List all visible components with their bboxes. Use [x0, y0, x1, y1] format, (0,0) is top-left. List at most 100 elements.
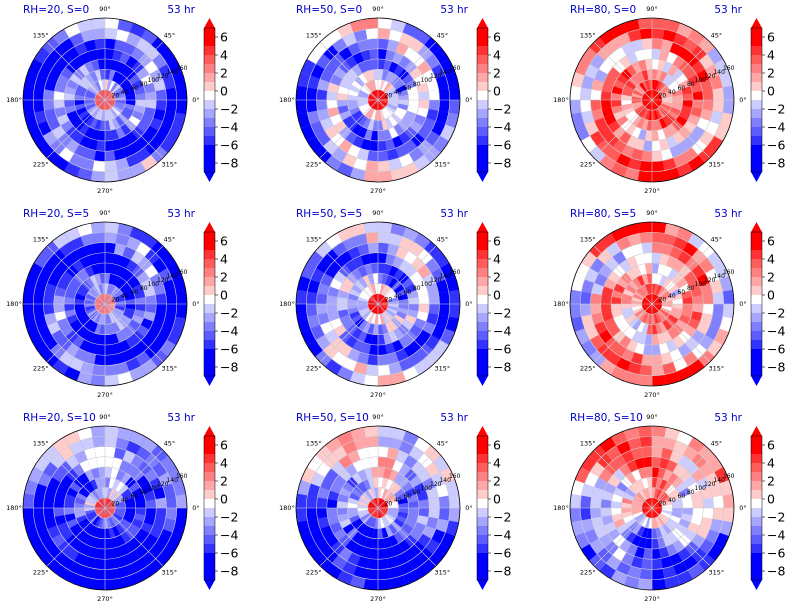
- contour-cell: [306, 100, 318, 113]
- contour-cell: [115, 233, 130, 247]
- grid-spoke: [319, 245, 379, 305]
- contour-cell: [76, 575, 93, 589]
- contour-cell: [667, 314, 679, 324]
- contour-cell: [363, 222, 378, 234]
- angle-tick-label: 270°: [644, 391, 660, 399]
- contour-cell: [626, 51, 638, 65]
- contour-cell: [616, 236, 631, 251]
- contour-cell: [680, 513, 693, 523]
- contour-cell: [64, 296, 75, 304]
- contour-cell: [84, 265, 95, 278]
- contour-cell: [158, 529, 173, 544]
- panel: 204060801001201401600°45°90°135°180°225°…: [6, 4, 238, 195]
- contour-cell: [357, 305, 369, 312]
- contour-cell: [675, 115, 688, 127]
- contour-cell: [125, 508, 136, 514]
- contour-cell: [367, 446, 378, 458]
- contour-cell: [581, 518, 595, 533]
- contour-cell: [367, 284, 375, 296]
- contour-cell: [372, 304, 378, 314]
- contour-cell: [347, 89, 359, 97]
- contour-cell: [370, 467, 378, 478]
- contour-cell: [74, 42, 88, 56]
- contour-cell: [641, 100, 652, 104]
- contour-cell: [43, 293, 55, 304]
- contour-cell: [83, 148, 97, 161]
- colorbar-segment: [751, 544, 762, 554]
- contour-cell: [601, 286, 614, 297]
- contour-cell: [158, 121, 173, 136]
- contour-cell: [652, 28, 665, 40]
- contour-cell: [381, 119, 389, 131]
- contour-cell: [690, 490, 703, 501]
- contour-cell: [627, 437, 642, 451]
- contour-cell: [652, 436, 665, 448]
- contour-cell: [644, 334, 652, 345]
- contour-cell: [53, 91, 65, 100]
- contour-cell: [607, 120, 621, 133]
- contour-cell: [89, 321, 98, 333]
- colorbar-segment: [477, 109, 488, 119]
- contour-cell: [122, 42, 136, 56]
- contour-cell: [683, 324, 697, 337]
- contour-cell: [399, 153, 414, 168]
- contour-cell: [44, 78, 57, 92]
- contour-cell: [84, 534, 95, 547]
- contour-cell: [682, 304, 693, 312]
- contour-cell: [662, 481, 672, 493]
- contour-cell: [33, 304, 45, 317]
- contour-cell: [329, 278, 343, 290]
- colorbar-frame: [476, 435, 489, 581]
- contour-cell: [105, 295, 112, 304]
- contour-cell: [119, 459, 131, 473]
- contour-cell: [325, 358, 343, 376]
- contour-cell: [80, 233, 95, 247]
- contour-cell: [53, 304, 65, 313]
- contour-cell: [650, 100, 652, 111]
- contour-cell: [90, 263, 100, 276]
- panel-title: RH=20, S=0: [23, 4, 89, 16]
- contour-cell: [705, 325, 720, 340]
- contour-cell: [652, 501, 661, 508]
- contour-cell: [117, 223, 134, 237]
- contour-cell: [333, 324, 347, 337]
- contour-cell: [351, 80, 363, 90]
- angle-tick-label: 225°: [580, 160, 596, 168]
- contour-cell: [370, 263, 378, 274]
- contour-cell: [125, 502, 136, 508]
- contour-cell: [378, 304, 384, 314]
- contour-cell: [678, 487, 691, 498]
- contour-cell: [297, 112, 311, 129]
- contour-cell: [110, 536, 120, 549]
- contour-cell: [653, 109, 660, 121]
- contour-cell: [659, 513, 670, 522]
- contour-cell: [64, 304, 75, 312]
- contour-cell: [702, 304, 714, 315]
- contour-cell: [94, 69, 102, 81]
- angle-tick-label: 225°: [33, 568, 49, 576]
- contour-cell: [106, 487, 113, 499]
- angle-tick-label: 0°: [739, 504, 746, 512]
- contour-cell: [623, 427, 640, 441]
- contour-cell: [652, 48, 661, 60]
- colorbar-tick-label: 2: [220, 270, 228, 285]
- contour-cell: [89, 117, 98, 129]
- contour-cell: [611, 309, 624, 319]
- contour-cell: [371, 91, 378, 100]
- contour-cell: [347, 502, 358, 508]
- contour-cell: [712, 508, 724, 521]
- contour-cell: [347, 552, 361, 566]
- contour-cell: [623, 311, 635, 320]
- contour-cell: [393, 472, 405, 485]
- grid-spoke: [377, 245, 437, 305]
- contour-cell: [660, 89, 672, 97]
- panel-time-label: 53 hr: [167, 208, 195, 220]
- contour-cell: [87, 49, 98, 62]
- contour-cell: [316, 100, 328, 111]
- contour-cell: [611, 105, 624, 115]
- contour-cell: [99, 528, 105, 539]
- contour-cell: [85, 481, 95, 493]
- contour-cell: [90, 59, 100, 72]
- contour-cell: [158, 268, 173, 283]
- panel-time-label: 53 hr: [714, 208, 742, 220]
